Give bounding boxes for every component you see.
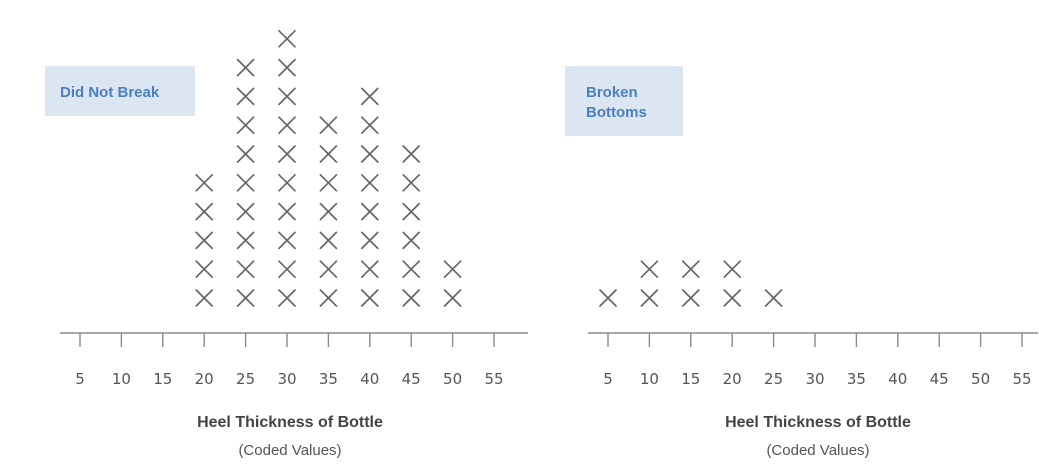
- x-tick-label: 40: [888, 370, 907, 388]
- did-not-break-badge-bg: [45, 66, 195, 116]
- x-mark: [360, 202, 379, 221]
- x-mark: [443, 260, 462, 279]
- x-tick-label: 50: [443, 370, 462, 388]
- x-mark: [319, 116, 338, 135]
- x-mark: [236, 202, 255, 221]
- x-mark: [236, 145, 255, 163]
- x-mark: [278, 202, 296, 221]
- broken-bottoms-marks: [599, 260, 783, 307]
- broken-bottoms-xlabel-sub: (Coded Values): [766, 442, 869, 459]
- x-tick-label: 30: [277, 370, 296, 388]
- x-tick-label: 5: [75, 370, 85, 388]
- x-mark: [319, 231, 338, 250]
- x-mark: [402, 202, 421, 221]
- x-mark: [640, 260, 659, 279]
- x-tick-label: 30: [805, 370, 824, 388]
- x-mark: [360, 87, 379, 106]
- x-tick-label: 45: [402, 370, 421, 388]
- x-tick-label: 25: [236, 370, 255, 388]
- x-mark: [360, 260, 379, 279]
- x-mark: [236, 58, 255, 77]
- broken-bottoms-xlabel: Heel Thickness of Bottle: [725, 414, 911, 431]
- x-mark: [278, 289, 296, 307]
- did-not-break-xlabel-sub: (Coded Values): [238, 442, 341, 459]
- x-mark: [319, 289, 338, 307]
- x-mark: [360, 173, 379, 192]
- x-mark: [278, 260, 296, 279]
- broken-bottoms-title: Broken Bottoms: [586, 84, 647, 121]
- x-mark: [360, 289, 379, 307]
- x-mark: [236, 260, 255, 279]
- x-tick-label: 25: [764, 370, 783, 388]
- x-mark: [195, 260, 214, 279]
- x-mark: [278, 173, 296, 192]
- x-tick-label: 5: [603, 370, 613, 388]
- did-not-break-axis: 5 10 15 20 25 30 35 40 45 50 55: [60, 332, 528, 388]
- did-not-break-marks: [195, 29, 462, 307]
- x-mark: [723, 289, 742, 307]
- x-mark: [278, 58, 296, 77]
- x-mark: [599, 289, 617, 307]
- x-mark: [278, 116, 296, 135]
- x-tick-label: 35: [319, 370, 338, 388]
- x-mark: [402, 260, 421, 279]
- x-tick-label: 15: [681, 370, 700, 388]
- broken-bottoms-title-line: Broken: [586, 84, 638, 101]
- did-not-break-title: Did Not Break: [60, 84, 160, 101]
- did-not-break-xlabel: Heel Thickness of Bottle: [197, 414, 383, 431]
- x-mark: [402, 145, 421, 163]
- did-not-break-badge: Did Not Break: [45, 66, 195, 116]
- x-mark: [236, 87, 255, 106]
- x-mark: [278, 29, 296, 48]
- x-mark: [236, 116, 255, 135]
- x-mark: [195, 231, 214, 250]
- x-mark: [443, 289, 462, 307]
- x-mark: [319, 145, 338, 163]
- x-tick-label: 40: [360, 370, 379, 388]
- x-mark: [402, 289, 421, 307]
- broken-bottoms-axis: 5 10 15 20 25 30 35 40 45 50 55: [588, 332, 1038, 388]
- x-mark: [360, 116, 379, 135]
- x-mark: [236, 173, 255, 192]
- x-tick-label: 50: [971, 370, 990, 388]
- x-mark: [764, 289, 783, 307]
- x-mark: [402, 173, 421, 192]
- broken-bottoms-badge: Broken Bottoms: [565, 66, 683, 136]
- broken-bottoms-title-line: Bottoms: [586, 104, 647, 121]
- x-mark: [195, 202, 214, 221]
- x-mark: [278, 145, 296, 163]
- x-tick-label: 55: [484, 370, 503, 388]
- x-mark: [195, 173, 214, 192]
- x-mark: [319, 202, 338, 221]
- x-mark: [402, 231, 421, 250]
- x-tick-label: 10: [112, 370, 131, 388]
- x-mark: [360, 231, 379, 250]
- x-mark: [360, 145, 379, 163]
- x-tick-label: 55: [1012, 370, 1031, 388]
- x-mark: [319, 173, 338, 192]
- x-mark: [319, 260, 338, 279]
- x-tick-label: 10: [640, 370, 659, 388]
- x-mark: [278, 87, 296, 106]
- x-mark: [195, 289, 214, 307]
- x-tick-label: 35: [847, 370, 866, 388]
- broken-bottoms-badge-bg: [565, 66, 683, 136]
- x-mark: [640, 289, 659, 307]
- x-mark: [236, 289, 255, 307]
- x-mark: [681, 260, 700, 279]
- x-mark: [681, 289, 700, 307]
- x-tick-label: 45: [930, 370, 949, 388]
- x-mark: [278, 231, 296, 250]
- x-tick-label: 15: [153, 370, 172, 388]
- x-mark: [723, 260, 742, 279]
- x-mark: [236, 231, 255, 250]
- x-tick-label: 20: [195, 370, 214, 388]
- x-tick-label: 20: [723, 370, 742, 388]
